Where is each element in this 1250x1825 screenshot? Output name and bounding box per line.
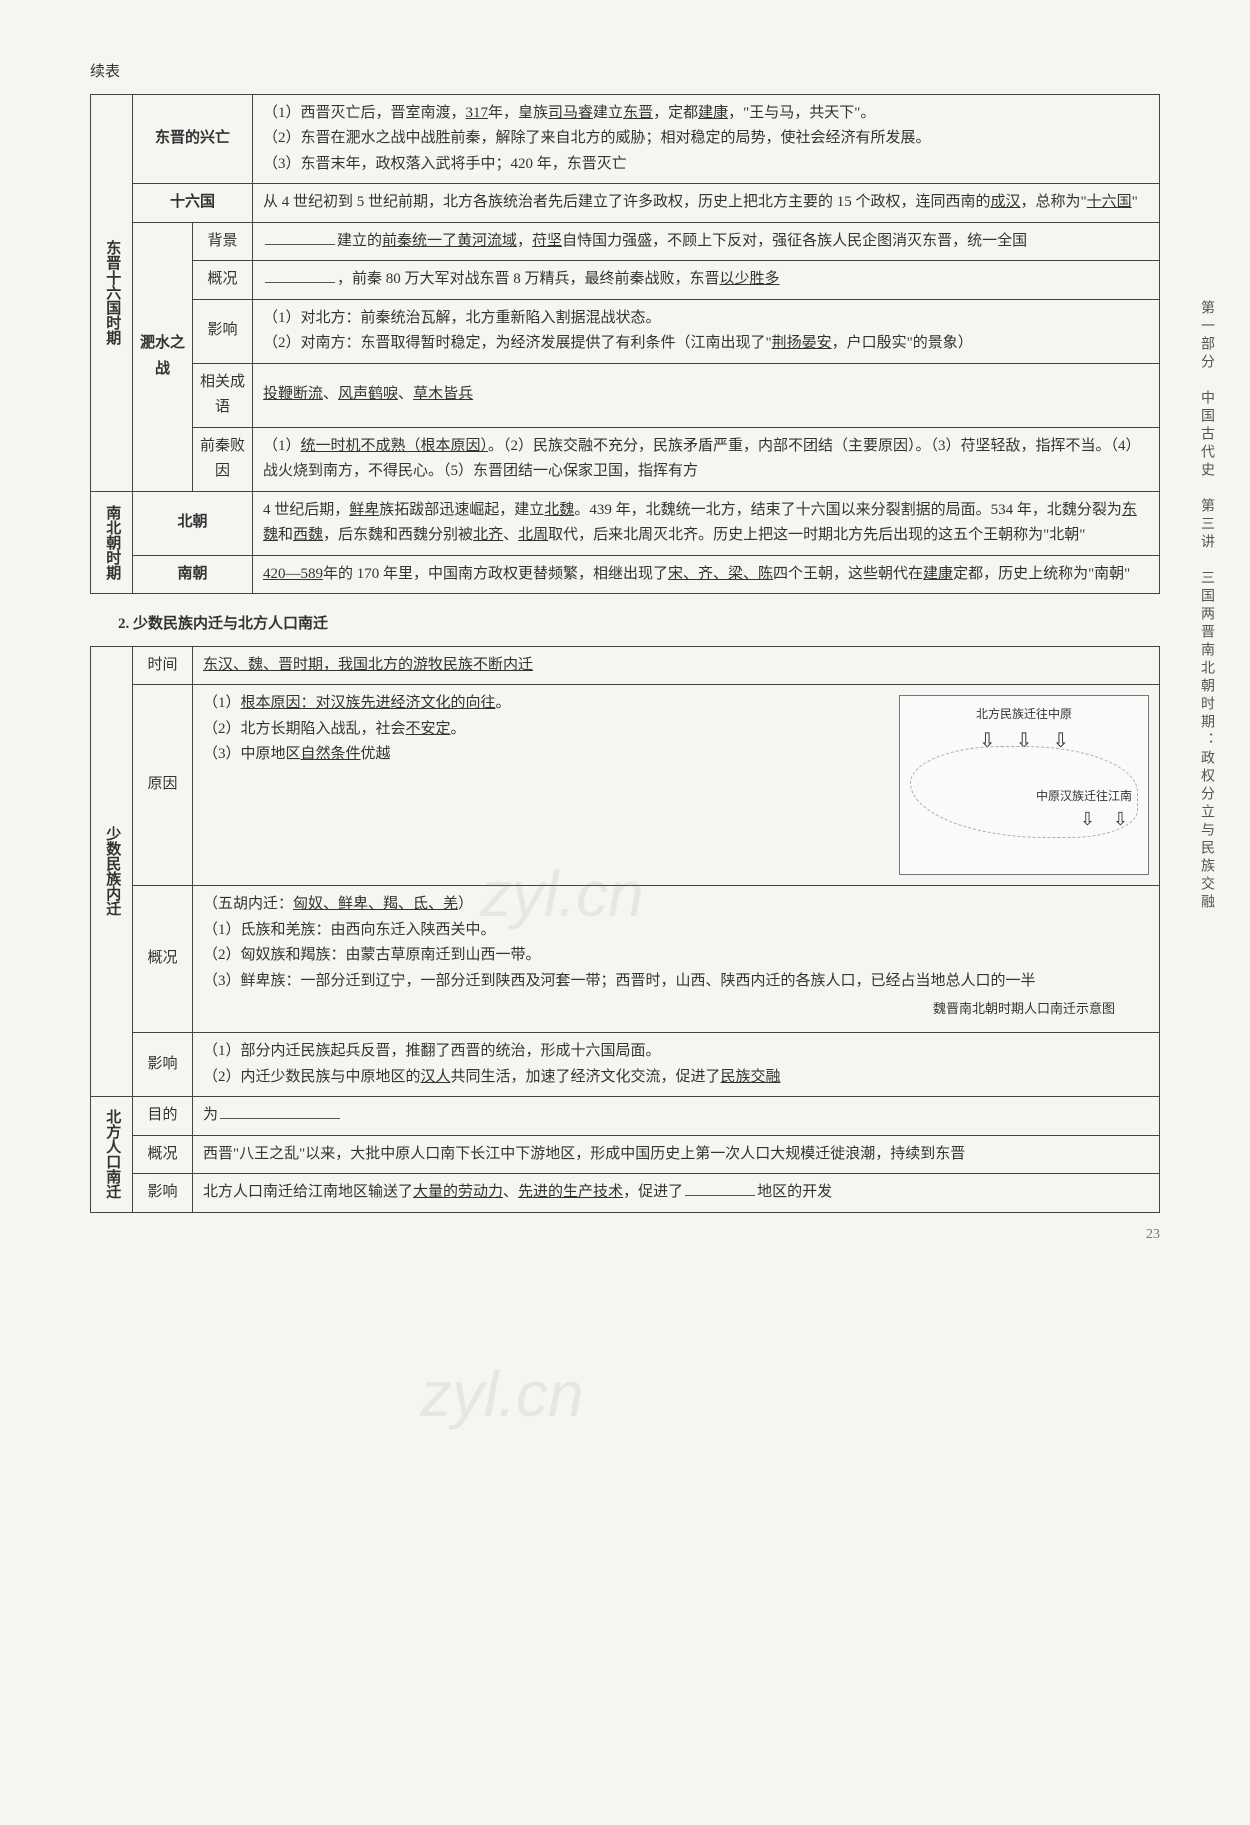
table-row: 少数民族内迁 时间 东汉、魏、晋时期，我国北方的游牧民族不断内迁: [91, 646, 1160, 685]
cell-bj: 建立的前秦统一了黄河流域，苻坚自恃国力强盛，不顾上下反对，强征各族人民企图消灭东…: [253, 222, 1160, 261]
arrow-down-icon: ⇩ ⇩: [1080, 804, 1128, 835]
rowhead-nanchao: 南朝: [133, 555, 253, 594]
table-row: 东晋十六国时期 东晋的兴亡 （1）西晋灭亡后，晋室南渡，317年，皇族司马睿建立…: [91, 94, 1160, 184]
cell-sixteen-kingdoms: 从 4 世纪初到 5 世纪前期，北方各族统治者先后建立了许多政权，历史上把北方主…: [253, 184, 1160, 223]
subhead-bj: 背景: [193, 222, 253, 261]
blank-field: [220, 1104, 340, 1119]
rowhead-feishui: 淝水之战: [133, 222, 193, 491]
blank-field: [685, 1181, 755, 1196]
migration-map: 北方民族迁往中原 ⇩ ⇩ ⇩ 中原汉族迁往江南 ⇩ ⇩: [899, 695, 1149, 875]
table-row: 原因 北方民族迁往中原 ⇩ ⇩ ⇩ 中原汉族迁往江南 ⇩ ⇩ （1）根本原因：对…: [91, 685, 1160, 886]
subhead-yy2: 原因: [133, 685, 193, 886]
cell-nanchao: 420—589年的 170 年里，中国南方政权更替频繁，相继出现了宋、齐、梁、陈…: [253, 555, 1160, 594]
table-row: 南北朝时期 北朝 4 世纪后期，鲜卑族拓跋部迅速崛起，建立北魏。439 年，北魏…: [91, 491, 1160, 555]
subhead-yx3: 影响: [133, 1174, 193, 1213]
cell-sj: 东汉、魏、晋时期，我国北方的游牧民族不断内迁: [193, 646, 1160, 685]
rowhead-dongjin-rise: 东晋的兴亡: [133, 94, 253, 184]
subhead-yx2: 影响: [133, 1033, 193, 1097]
cell-beichao: 4 世纪后期，鲜卑族拓跋部迅速崛起，建立北魏。439 年，北魏统一北方，结束了十…: [253, 491, 1160, 555]
rowhead-north-south: 北方人口南迁: [91, 1097, 133, 1213]
cell-gk2: （五胡内迁：匈奴、鲜卑、羯、氐、羌） （1）氐族和羌族：由西向东迁入陕西关中。 …: [193, 886, 1160, 1033]
rowhead-dongjin-period: 东晋十六国时期: [91, 94, 133, 491]
table-dynasties: 东晋十六国时期 东晋的兴亡 （1）西晋灭亡后，晋室南渡，317年，皇族司马睿建立…: [90, 94, 1160, 595]
subhead-gk3: 概况: [133, 1135, 193, 1174]
table-row: 相关成语 投鞭断流、风声鹤唳、草木皆兵: [91, 363, 1160, 427]
table-row: 概况 ，前秦 80 万大军对战东晋 8 万精兵，最终前秦战败，东晋以少胜多: [91, 261, 1160, 300]
watermark: zyl.cn: [420, 1340, 584, 1449]
table-row: 前秦败因 （1）统一时机不成熟（根本原因）。（2）民族交融不充分，民族矛盾严重，…: [91, 427, 1160, 491]
cell-md: 为: [193, 1097, 1160, 1136]
table-migration: 少数民族内迁 时间 东汉、魏、晋时期，我国北方的游牧民族不断内迁 原因 北方民族…: [90, 646, 1160, 1213]
continued-label: 续表: [90, 60, 1160, 86]
page-number: 23: [1146, 1223, 1160, 1247]
table-row: 北方人口南迁 目的 为: [91, 1097, 1160, 1136]
subhead-gk2: 概况: [133, 886, 193, 1033]
cell-yy2: 北方民族迁往中原 ⇩ ⇩ ⇩ 中原汉族迁往江南 ⇩ ⇩ （1）根本原因：对汉族先…: [193, 685, 1160, 886]
cell-gk: ，前秦 80 万大军对战东晋 8 万精兵，最终前秦战败，东晋以少胜多: [253, 261, 1160, 300]
cell-yx2: （1）部分内迁民族起兵反晋，推翻了西晋的统治，形成十六国局面。 （2）内迁少数民…: [193, 1033, 1160, 1097]
subhead-yx: 影响: [193, 299, 253, 363]
table-row: 概况 （五胡内迁：匈奴、鲜卑、羯、氐、羌） （1）氐族和羌族：由西向东迁入陕西关…: [91, 886, 1160, 1033]
table-row: 十六国 从 4 世纪初到 5 世纪前期，北方各族统治者先后建立了许多政权，历史上…: [91, 184, 1160, 223]
cell-cy: 投鞭断流、风声鹤唳、草木皆兵: [253, 363, 1160, 427]
section-2-title: 2. 少数民族内迁与北方人口南迁: [118, 612, 1160, 638]
cell-gk3: 西晋"八王之乱"以来，大批中原人口南下长江中下游地区，形成中国历史上第一次人口大…: [193, 1135, 1160, 1174]
table-row: 影响 （1）部分内迁民族起兵反晋，推翻了西晋的统治，形成十六国局面。 （2）内迁…: [91, 1033, 1160, 1097]
blank-field: [265, 268, 335, 283]
rowhead-sixteen-kingdoms: 十六国: [133, 184, 253, 223]
table-row: 概况 西晋"八王之乱"以来，大批中原人口南下长江中下游地区，形成中国历史上第一次…: [91, 1135, 1160, 1174]
subhead-cy: 相关成语: [193, 363, 253, 427]
blank-field: [265, 230, 335, 245]
rowhead-minority-migration: 少数民族内迁: [91, 646, 133, 1097]
subhead-sj: 时间: [133, 646, 193, 685]
map-label-top: 北方民族迁往中原: [900, 704, 1148, 724]
cell-yx: （1）对北方：前秦统治瓦解，北方重新陷入割据混战状态。 （2）对南方：东晋取得暂…: [253, 299, 1160, 363]
table-row: 淝水之战 背景 建立的前秦统一了黄河流域，苻坚自恃国力强盛，不顾上下反对，强征各…: [91, 222, 1160, 261]
subhead-gk: 概况: [193, 261, 253, 300]
table-row: 南朝 420—589年的 170 年里，中国南方政权更替频繁，相继出现了宋、齐、…: [91, 555, 1160, 594]
cell-by: （1）统一时机不成熟（根本原因）。（2）民族交融不充分，民族矛盾严重，内部不团结…: [253, 427, 1160, 491]
sidebar-chapter-label: 第一部分 中国古代史 第三讲 三国两晋南北朝时期：政权分立与民族交融: [1194, 300, 1218, 912]
table-row: 影响 （1）对北方：前秦统治瓦解，北方重新陷入割据混战状态。 （2）对南方：东晋…: [91, 299, 1160, 363]
rowhead-nanbei: 南北朝时期: [91, 491, 133, 594]
cell-yx3: 北方人口南迁给江南地区输送了大量的劳动力、先进的生产技术，促进了地区的开发: [193, 1174, 1160, 1213]
subhead-md: 目的: [133, 1097, 193, 1136]
subhead-by: 前秦败因: [193, 427, 253, 491]
map-caption: 魏晋南北朝时期人口南迁示意图: [899, 998, 1149, 1020]
table-row: 影响 北方人口南迁给江南地区输送了大量的劳动力、先进的生产技术，促进了地区的开发: [91, 1174, 1160, 1213]
rowhead-beichao: 北朝: [133, 491, 253, 555]
cell-dongjin-rise: （1）西晋灭亡后，晋室南渡，317年，皇族司马睿建立东晋，定都建康，"王与马，共…: [253, 94, 1160, 184]
